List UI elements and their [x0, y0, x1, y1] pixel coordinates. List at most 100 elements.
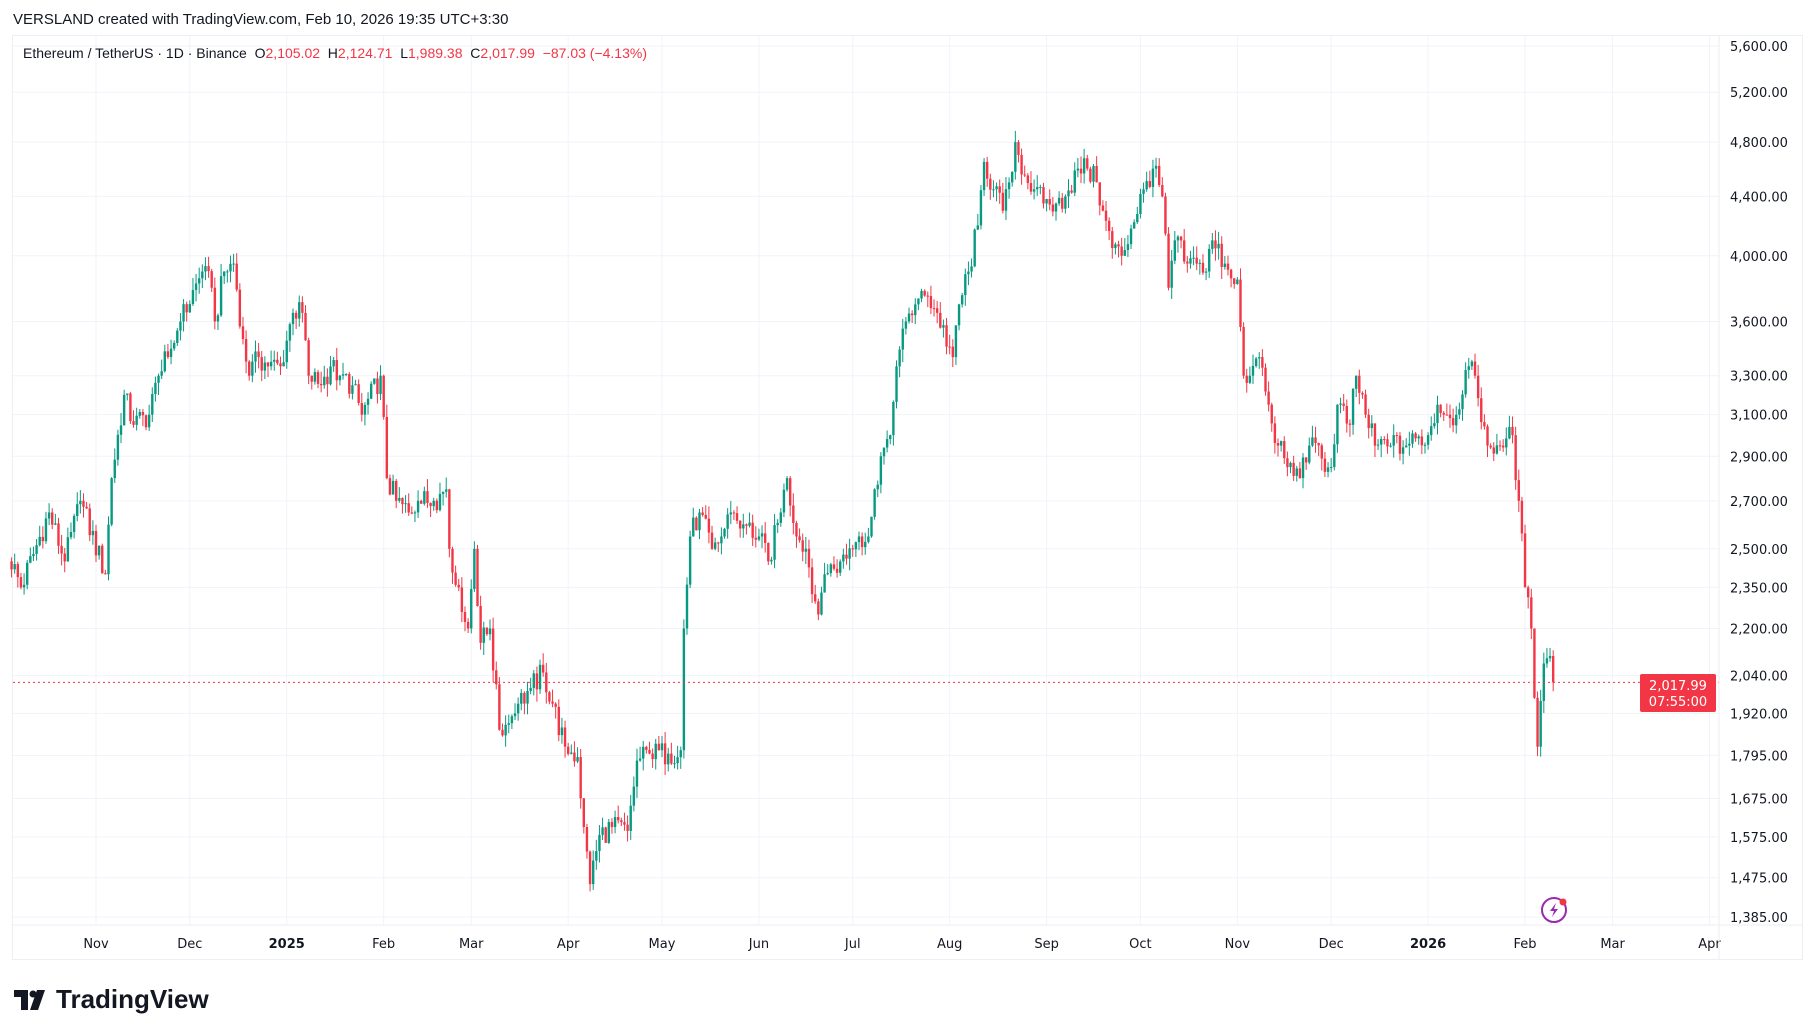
candle: [1264, 363, 1267, 396]
candle: [391, 474, 395, 495]
candle: [154, 376, 157, 402]
candle: [429, 502, 432, 517]
candle: [929, 285, 933, 315]
candle: [1389, 442, 1392, 448]
candle-body: [1283, 441, 1286, 459]
candle: [432, 497, 435, 511]
candle-body: [1061, 197, 1064, 209]
candle-body: [932, 308, 936, 310]
y-tick-label: 1,795.00: [1730, 749, 1788, 764]
candle-body: [1470, 361, 1474, 367]
candle-body: [1101, 205, 1105, 211]
candle-body: [88, 508, 91, 536]
candle-body: [1548, 656, 1552, 659]
candle: [1364, 389, 1367, 419]
y-tick-label: 1,475.00: [1730, 872, 1788, 887]
candle-body: [554, 703, 557, 707]
candle-body: [210, 271, 213, 288]
candle: [845, 543, 848, 565]
candle: [470, 579, 473, 634]
candle-body: [498, 684, 501, 730]
candle: [344, 373, 348, 377]
candle: [244, 330, 248, 374]
candle-body: [1136, 213, 1139, 223]
candle: [1283, 436, 1286, 464]
x-tick-label: Nov: [83, 937, 109, 952]
candle-body: [1236, 279, 1239, 285]
candle: [595, 839, 598, 870]
candle: [626, 815, 629, 842]
symbol-title[interactable]: Ethereum / TetherUS · 1D · Binance: [23, 45, 247, 61]
candle-body: [945, 325, 948, 347]
candle: [1379, 436, 1383, 458]
candle: [488, 619, 492, 641]
candle-body: [579, 757, 582, 799]
candle: [1430, 416, 1433, 441]
candle: [617, 805, 620, 824]
candle: [88, 503, 91, 542]
candle: [513, 703, 517, 721]
candle-body: [1004, 189, 1008, 211]
candle-body: [1526, 587, 1530, 598]
candle-body: [401, 497, 404, 505]
candle: [1073, 162, 1076, 197]
candle: [1551, 650, 1555, 692]
candle-body: [1430, 426, 1433, 436]
candle-body: [588, 851, 592, 885]
candle-body: [435, 500, 439, 511]
candle-body: [1233, 278, 1236, 285]
candle: [745, 523, 748, 535]
candle: [801, 533, 804, 562]
candle: [460, 577, 464, 623]
candle: [1392, 424, 1395, 458]
candle-body: [826, 573, 829, 575]
candle: [701, 507, 704, 517]
last-price-badge: 2,017.99 07:55:00: [1640, 674, 1716, 712]
candle: [798, 528, 801, 543]
candle-body: [676, 757, 679, 764]
candle-body: [1511, 426, 1514, 436]
candle-body: [914, 304, 917, 316]
candle-body: [620, 820, 623, 823]
candle: [682, 619, 686, 759]
candle-body: [1426, 435, 1430, 445]
candle-body: [710, 532, 714, 549]
candle-body: [382, 375, 385, 417]
candle: [748, 512, 751, 528]
candle: [1498, 440, 1502, 451]
candle: [1495, 433, 1499, 455]
candle: [604, 826, 607, 843]
candle: [1420, 429, 1424, 455]
candle: [151, 387, 154, 423]
candle: [1323, 452, 1327, 477]
candle-body: [476, 548, 479, 606]
candle: [185, 301, 188, 322]
candle: [792, 493, 795, 535]
candle-body: [29, 556, 32, 563]
candle: [1095, 156, 1098, 183]
candle-body: [416, 500, 420, 513]
candle: [1298, 461, 1302, 479]
x-tick-label: Aug: [937, 937, 962, 952]
candle: [1473, 353, 1477, 379]
candle-body: [22, 584, 26, 588]
candle-body: [1461, 394, 1464, 410]
candle-body: [470, 588, 473, 629]
candle-body: [1358, 375, 1361, 393]
candle: [1458, 402, 1461, 420]
candle-body: [1157, 165, 1161, 186]
tradingview-logo[interactable]: TradingView: [14, 984, 209, 1015]
candle-body: [63, 553, 66, 562]
candle: [1173, 231, 1177, 265]
candle: [898, 346, 901, 378]
lightning-icon[interactable]: [1541, 897, 1567, 923]
candle-body: [1289, 462, 1292, 468]
candle: [1061, 192, 1064, 213]
candle-body: [1373, 423, 1377, 446]
candle-body: [917, 298, 920, 305]
candle: [585, 823, 589, 859]
candle-body: [94, 530, 98, 556]
candle-body: [754, 537, 757, 540]
candle: [904, 316, 908, 335]
